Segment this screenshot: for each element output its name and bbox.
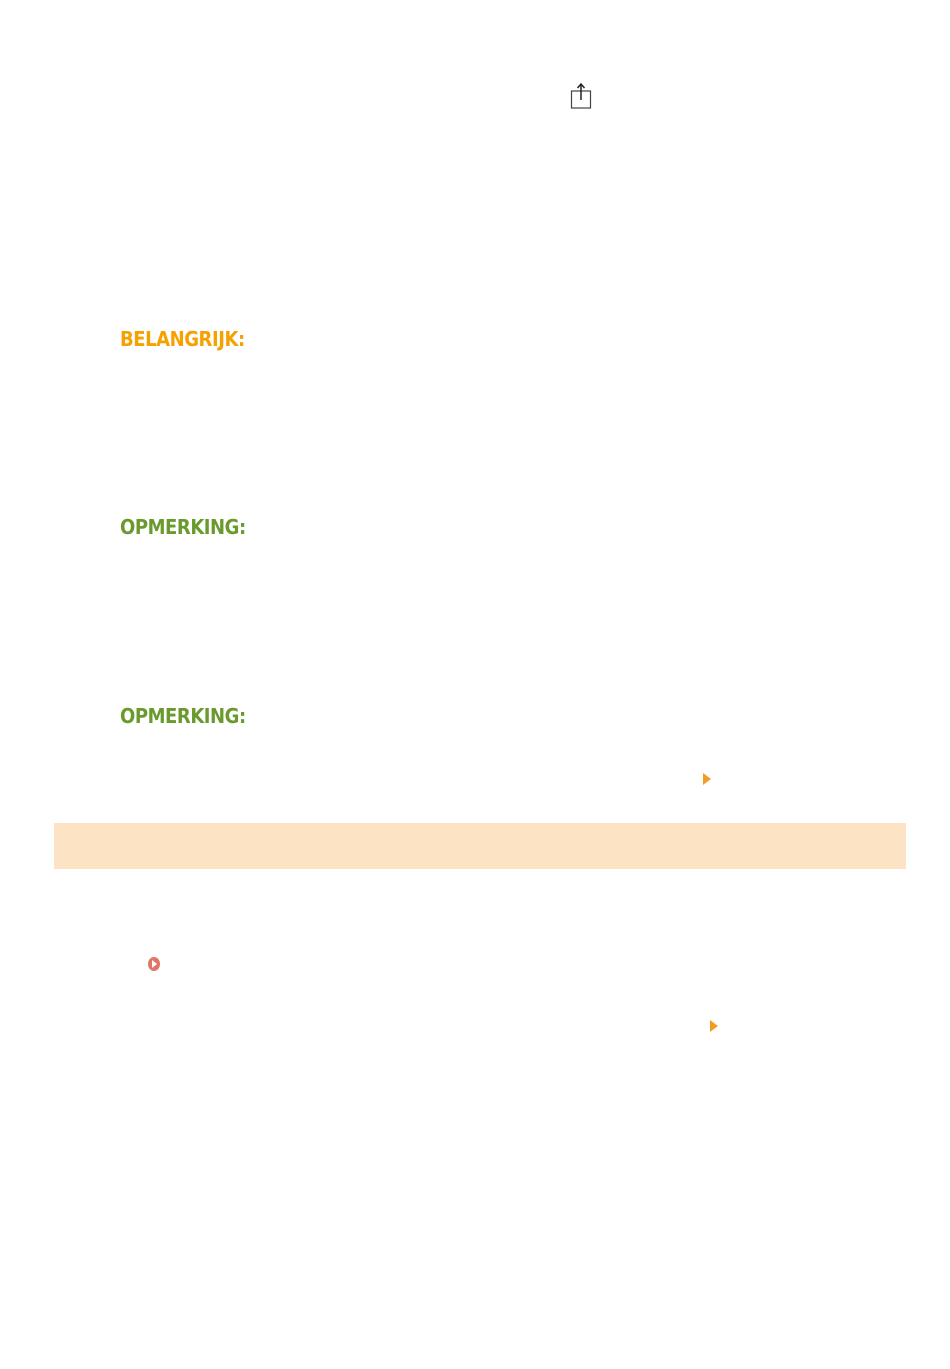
important-heading: BELANGRIJK:	[120, 327, 245, 351]
circle-play-icon[interactable]	[148, 957, 160, 971]
note-heading: OPMERKING:	[120, 704, 246, 728]
triangle-right-icon[interactable]	[710, 1020, 718, 1032]
triangle-right-icon[interactable]	[703, 773, 711, 785]
share-icon	[570, 82, 592, 110]
section-header-band	[54, 823, 906, 869]
note-heading: OPMERKING:	[120, 515, 246, 539]
